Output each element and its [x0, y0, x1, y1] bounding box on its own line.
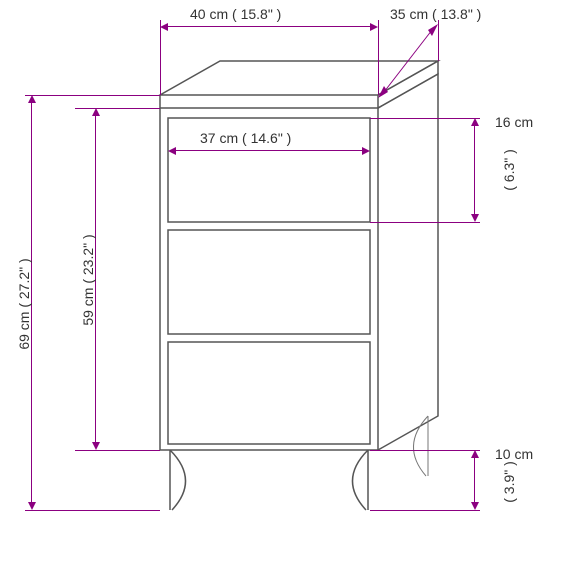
guide — [370, 222, 480, 223]
dim-drawer-width-in: ( 14.6" ) — [242, 130, 291, 146]
arrow — [370, 23, 378, 31]
arrow — [168, 147, 176, 155]
dim-leg-h-cm: 10 cm — [495, 446, 533, 462]
arrow — [92, 108, 100, 116]
arrow — [471, 214, 479, 222]
dim-total-h-cm: 69 cm — [16, 312, 32, 350]
dim-depth-in: ( 13.8" ) — [432, 6, 481, 22]
dim-drawer-h-in: ( 6.3" ) — [501, 149, 517, 191]
dim-line-drawer-h — [474, 126, 475, 214]
guide — [370, 510, 480, 511]
guide — [25, 510, 160, 511]
arrow — [471, 118, 479, 126]
arrow — [160, 23, 168, 31]
dim-drawer-width: 37 cm ( 14.6" ) — [200, 130, 291, 146]
dim-line-depth — [378, 20, 448, 100]
dim-drawer-h-cm: 16 cm — [495, 114, 533, 130]
dim-line-drawer-width — [176, 150, 362, 151]
arrow — [471, 502, 479, 510]
dim-body-h-cm: 59 cm — [80, 288, 96, 326]
dim-total-h-in: ( 27.2" ) — [16, 258, 32, 307]
arrow — [28, 502, 36, 510]
dimension-diagram: 40 cm ( 15.8" ) 35 cm ( 13.8" ) 37 cm ( … — [0, 0, 584, 584]
arrow — [471, 450, 479, 458]
arrow — [28, 95, 36, 103]
guide — [25, 95, 160, 96]
dim-line-leg-h — [474, 458, 475, 502]
dim-depth-cm: 35 cm — [390, 6, 428, 22]
arrow — [92, 442, 100, 450]
dim-total-h: 69 cm ( 27.2" ) — [16, 244, 32, 364]
guide — [75, 450, 160, 451]
guide — [370, 450, 480, 451]
guide — [160, 20, 161, 95]
arrow — [362, 147, 370, 155]
dim-width: 40 cm ( 15.8" ) — [190, 6, 281, 22]
dim-leg-h-in: ( 3.9" ) — [501, 461, 517, 503]
dim-depth: 35 cm ( 13.8" ) — [390, 6, 481, 22]
guide — [75, 108, 160, 109]
dim-drawer-width-cm: 37 cm — [200, 130, 238, 146]
guide — [370, 118, 480, 119]
dim-body-h-in: ( 23.2" ) — [80, 234, 96, 283]
dim-line-width — [168, 26, 370, 27]
dim-width-cm: 40 cm — [190, 6, 228, 22]
dim-body-h: 59 cm ( 23.2" ) — [80, 220, 96, 340]
dim-width-in: ( 15.8" ) — [232, 6, 281, 22]
